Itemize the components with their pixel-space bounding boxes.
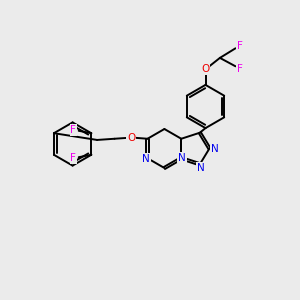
Text: F: F bbox=[237, 41, 243, 51]
Text: N: N bbox=[142, 154, 150, 164]
Text: F: F bbox=[70, 153, 76, 163]
Text: O: O bbox=[127, 133, 135, 142]
Text: N: N bbox=[178, 153, 186, 163]
Text: F: F bbox=[237, 64, 243, 74]
Text: O: O bbox=[201, 64, 210, 74]
Text: F: F bbox=[70, 125, 76, 135]
Text: N: N bbox=[196, 163, 204, 173]
Text: N: N bbox=[211, 143, 219, 154]
